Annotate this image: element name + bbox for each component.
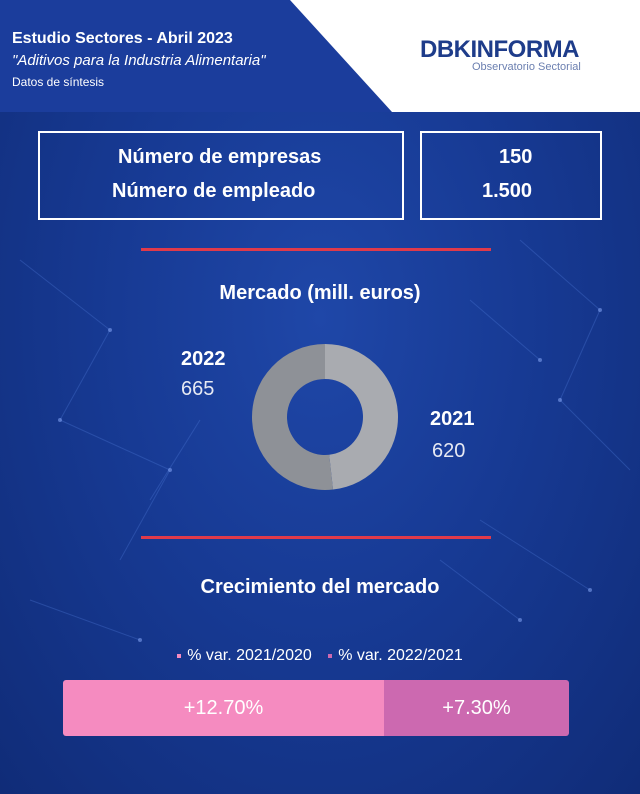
divider-bottom <box>141 536 491 539</box>
growth-stacked-bar: +12.70% +7.30% <box>63 680 569 736</box>
stats-values-box <box>420 131 602 220</box>
bar-label-2021-2020: +12.70% <box>183 696 264 719</box>
donut-slice-2022 <box>251 344 334 490</box>
report-subtitle: "Aditivos para la Industria Alimentaria" <box>12 52 266 69</box>
divider-top <box>141 248 491 251</box>
growth-title: Crecimiento del mercado <box>200 576 440 598</box>
legend-swatch-2022-2021 <box>328 653 333 658</box>
donut-label-2021-value: 620 <box>432 440 466 462</box>
bar-label-2022-2021: +7.30% <box>442 696 511 719</box>
companies-label: Número de empresas <box>118 146 322 168</box>
dbk-informa-logo: DBKINFORMA <box>420 36 579 63</box>
legend-item-2022-2021: % var. 2022/2021 <box>328 647 463 664</box>
donut-label-2022-year: 2022 <box>181 348 226 370</box>
header-background <box>0 0 640 112</box>
growth-legend: % var. 2021/2020 % var. 2022/2021 <box>0 647 640 665</box>
market-donut-chart <box>251 344 398 490</box>
logo-tagline: Observatorio Sectorial <box>472 61 581 73</box>
bar-segment-2022-2021: +7.30% <box>384 680 569 736</box>
donut-slice-2021 <box>325 344 398 490</box>
legend-item-2021-2020: % var. 2021/2020 <box>177 647 312 664</box>
report-note: Datos de síntesis <box>12 75 105 89</box>
companies-value: 150 <box>499 146 533 168</box>
donut-label-2021-year: 2021 <box>430 408 475 430</box>
employees-label: Número de empleado <box>112 180 316 202</box>
market-title: Mercado (mill. euros) <box>219 282 421 304</box>
report-title: Estudio Sectores - Abril 2023 <box>12 30 233 47</box>
donut-label-2022-value: 665 <box>181 378 215 400</box>
bar-segment-2021-2020: +12.70% <box>63 680 384 736</box>
employees-value: 1.500 <box>482 180 533 202</box>
legend-swatch-2021-2020 <box>177 653 182 658</box>
stats-labels-box <box>38 131 404 220</box>
